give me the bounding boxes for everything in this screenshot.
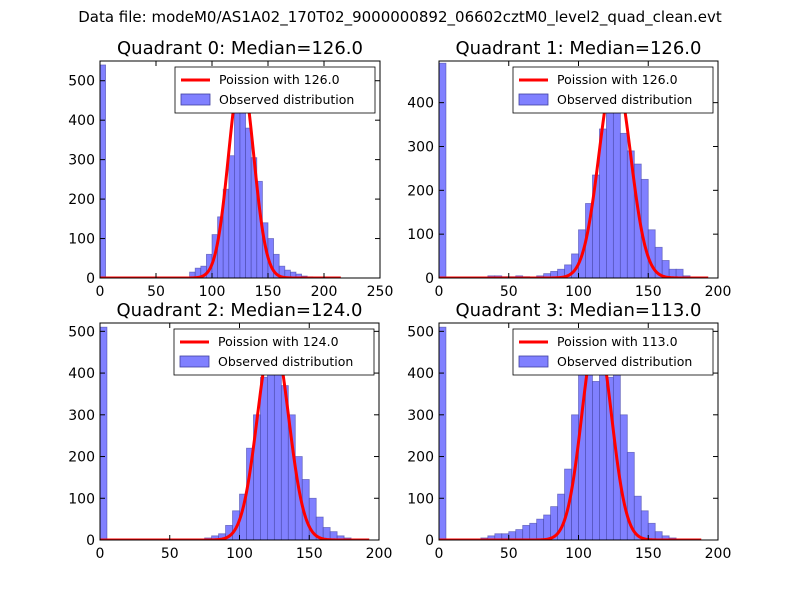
histogram-bar — [592, 381, 600, 540]
x-tick-label: 200 — [705, 284, 732, 300]
legend-label-poisson: Poission with 124.0 — [218, 334, 339, 349]
histogram-bar — [515, 529, 524, 540]
y-tick-label: 0 — [86, 271, 95, 287]
panel-title: Quadrant 1: Median=126.0 — [456, 38, 702, 59]
histogram-bar — [536, 518, 545, 540]
x-tick-label: 50 — [161, 546, 179, 562]
panel-quadrant-3: 0 50 100 150 200 0 100 200 300 400 500 Quadrant 3: … — [407, 300, 731, 562]
x-tick-label: 150 — [635, 546, 662, 562]
histogram-bar — [260, 376, 268, 540]
y-tick-label: 100 — [407, 227, 434, 243]
y-tick-label: 200 — [407, 183, 434, 199]
histogram-bar — [100, 64, 106, 278]
x-tick-label: 250 — [367, 284, 394, 300]
legend-label-observed: Observed distribution — [218, 354, 353, 369]
plot-area — [100, 326, 371, 540]
legend-bar-swatch — [179, 355, 210, 368]
histogram-bar — [675, 268, 684, 278]
histogram-bar — [640, 510, 649, 540]
x-tick-label: 0 — [96, 546, 105, 562]
x-tick-label: 100 — [226, 546, 253, 562]
legend-bar-swatch — [180, 93, 211, 106]
y-tick-label: 300 — [68, 408, 95, 424]
panel-title: Quadrant 3: Median=113.0 — [456, 300, 702, 321]
y-tick-label: 100 — [68, 232, 95, 248]
x-tick-label: 150 — [255, 284, 282, 300]
x-tick-label: 200 — [366, 546, 393, 562]
legend-label-poisson: Poission with 113.0 — [557, 334, 678, 349]
legend: Poission with 124.0 Observed distribution — [173, 328, 375, 376]
histogram-bar — [647, 522, 656, 540]
y-tick-label: 400 — [407, 366, 434, 382]
x-tick-label: 0 — [96, 284, 105, 300]
y-tick-label: 200 — [68, 450, 95, 466]
y-tick-label: 500 — [407, 324, 434, 340]
panel-quadrant-2: 0 50 100 150 200 0 100 200 300 400 500 Quadrant 2: … — [68, 300, 392, 562]
y-tick-label: 400 — [68, 366, 95, 382]
legend: Poission with 126.0 Observed distribution — [174, 66, 376, 114]
legend: Poission with 126.0 Observed distribution — [512, 66, 714, 114]
x-tick-label: 200 — [705, 546, 732, 562]
y-tick-label: 300 — [407, 408, 434, 424]
histogram-bar — [619, 414, 628, 540]
histogram-bar — [543, 514, 551, 540]
figure-title: Data file: modeM0/AS1A02_170T02_90000008… — [78, 8, 722, 26]
y-tick-label: 100 — [68, 491, 95, 507]
y-tick-label: 0 — [425, 271, 434, 287]
legend-label-observed: Observed distribution — [557, 92, 692, 107]
y-tick-label: 400 — [407, 96, 434, 112]
x-tick-label: 100 — [199, 284, 226, 300]
legend-box — [512, 328, 714, 376]
x-tick-label: 0 — [435, 546, 444, 562]
panel-title: Quadrant 2: Median=124.0 — [117, 300, 363, 321]
histogram-bar — [233, 104, 241, 278]
x-tick-label: 50 — [500, 284, 518, 300]
y-tick-label: 500 — [68, 74, 95, 90]
y-tick-label: 100 — [407, 491, 434, 507]
legend-label-observed: Observed distribution — [557, 354, 692, 369]
x-tick-label: 0 — [435, 284, 444, 300]
legend: Poission with 113.0 Observed distribution — [512, 328, 714, 376]
y-tick-label: 0 — [425, 533, 434, 549]
poisson-curve-line — [100, 334, 371, 540]
legend-bar-swatch — [518, 93, 549, 106]
y-tick-label: 500 — [68, 324, 95, 340]
x-tick-label: 150 — [635, 284, 662, 300]
histogram-bar — [619, 132, 628, 278]
histogram-bar — [439, 326, 447, 540]
y-tick-label: 200 — [68, 192, 95, 208]
y-tick-label: 400 — [68, 113, 95, 129]
legend-label-poisson: Poission with 126.0 — [219, 72, 340, 87]
histogram-bar — [439, 62, 447, 278]
histogram-bar — [245, 127, 252, 278]
y-tick-label: 300 — [68, 153, 95, 169]
x-tick-label: 150 — [296, 546, 323, 562]
x-tick-label: 200 — [311, 284, 338, 300]
histogram-bar — [529, 522, 538, 540]
histogram-bar — [239, 84, 246, 278]
y-tick-label: 0 — [86, 533, 95, 549]
legend-label-poisson: Poission with 126.0 — [557, 72, 678, 87]
axes-frame — [99, 60, 381, 279]
x-tick-label: 100 — [565, 546, 592, 562]
x-tick-label: 100 — [565, 284, 592, 300]
panel-quadrant-0: 0 50 100 150 200 250 0 100 200 300 400 500 Quadrant … — [68, 38, 393, 300]
panel-title: Quadrant 0: Median=126.0 — [117, 38, 363, 59]
histogram-bar — [228, 155, 235, 278]
poisson-curve-line — [100, 73, 342, 278]
legend-bar-swatch — [518, 355, 549, 368]
panel-quadrant-1: 0 50 100 150 200 0 100 200 300 400 Quadrant 1: Med… — [407, 38, 731, 300]
legend-label-observed: Observed distribution — [219, 92, 354, 107]
y-tick-label: 200 — [407, 450, 434, 466]
y-tick-label: 300 — [407, 139, 434, 155]
histogram-bar — [522, 524, 531, 540]
x-tick-label: 50 — [500, 546, 518, 562]
x-tick-label: 50 — [147, 284, 165, 300]
poisson-curve-line — [439, 70, 710, 278]
histogram-bar — [100, 326, 108, 540]
